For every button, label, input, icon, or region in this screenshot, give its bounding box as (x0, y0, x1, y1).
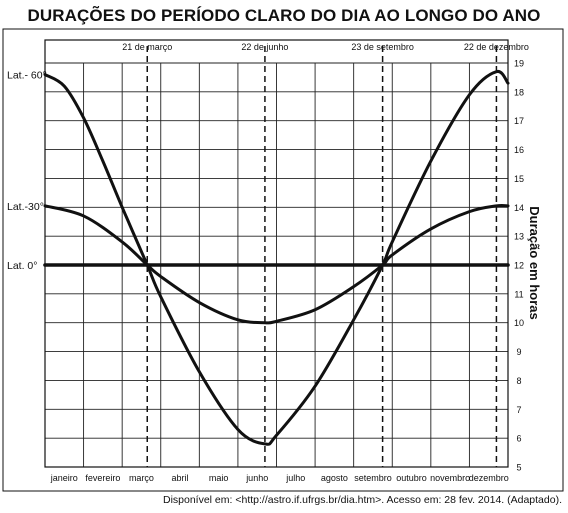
plot-frame (2, 28, 564, 492)
chart-title: DURAÇÕES DO PERÍODO CLARO DO DIA AO LONG… (27, 6, 541, 25)
y-tick-label: 9 (516, 347, 521, 357)
grid (45, 62, 508, 468)
series-line-lat-30 (43, 203, 510, 325)
month-label: abril (172, 473, 189, 483)
y-tick-label: 15 (514, 174, 524, 184)
series-label: Lat.-30° (7, 201, 44, 213)
series-line-lat-60 (43, 70, 510, 446)
month-label: fevereiro (85, 473, 120, 483)
month-label: maio (209, 473, 229, 483)
date-marker-label: 22 de dezembro (464, 42, 529, 52)
month-label: agosto (321, 473, 348, 483)
series-lines (43, 70, 510, 446)
y-tick-label: 10 (514, 318, 524, 328)
date-marker-label: 22 de junho (241, 42, 288, 52)
y-tick-label: 12 (514, 261, 524, 271)
y-tick-label: 16 (514, 145, 524, 155)
date-markers: 21 de março 22 de junho 23 de setembro 22 d… (122, 42, 529, 467)
y-tick-label: 14 (514, 203, 524, 213)
month-label: outubro (396, 473, 427, 483)
y-tick-label: 11 (514, 289, 523, 299)
month-label: novembro (430, 473, 470, 483)
y-tick-label: 18 (514, 87, 524, 97)
date-marker-label: 23 de setembro (351, 42, 414, 52)
series-label: Lat. 0° (7, 260, 37, 272)
y-tick-label: 7 (516, 405, 521, 415)
month-label: junho (245, 473, 268, 483)
series-label: Lat.- 60° (7, 70, 47, 82)
axis-labels: Lat.- 60° Lat.-30° Lat. 0° janeiro fevereiro… (7, 59, 542, 484)
y-tick-label: 8 (516, 376, 521, 386)
y-axis-title: Duração em horas (527, 206, 542, 319)
date-marker-label: 21 de março (122, 42, 172, 52)
figure-border (2, 28, 564, 492)
month-label: dezembro (469, 473, 509, 483)
y-tick-label: 19 (514, 59, 524, 69)
plot-border (44, 39, 509, 468)
month-label: julho (285, 473, 305, 483)
y-tick-label: 5 (516, 463, 521, 473)
y-tick-label: 6 (516, 434, 521, 444)
month-label: janeiro (50, 473, 78, 483)
month-label: setembro (354, 473, 392, 483)
month-label: março (129, 473, 154, 483)
source-note: Disponível em: <http://astro.if.ufrgs.br… (162, 494, 562, 506)
y-tick-label: 13 (514, 232, 524, 242)
y-tick-label: 17 (514, 116, 524, 126)
